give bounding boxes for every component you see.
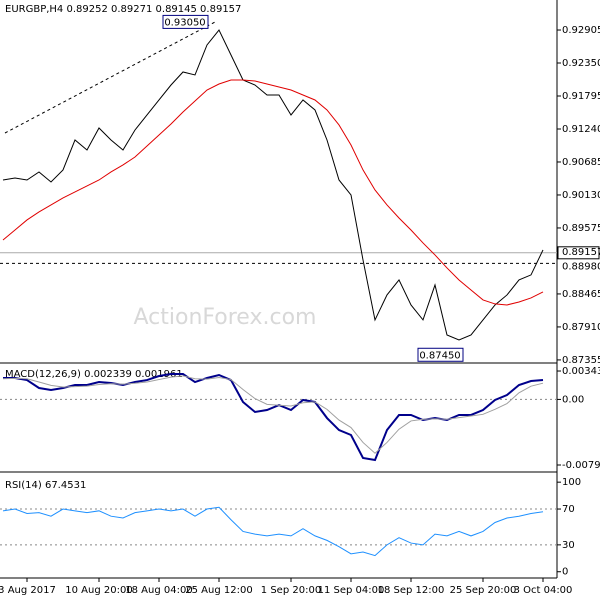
y-tick-label: 0.91240: [562, 124, 600, 135]
level-label: 0.89157: [562, 247, 600, 258]
y-tick-label: 0.89575: [562, 223, 600, 234]
y-tick-label: 0.00: [562, 394, 584, 405]
series-line: [2, 29, 544, 341]
annotation-label: 0.93050: [164, 17, 205, 28]
x-tick-label: 25 Sep 20:00: [450, 585, 517, 596]
y-tick-label: 0.92905: [562, 25, 600, 36]
x-tick-label: 1 Sep 20:00: [261, 585, 321, 596]
y-tick-label: 0.92350: [562, 58, 600, 69]
panel-title: MACD(12,26,9) 0.002339 0.001961: [5, 369, 183, 380]
level-label: 0.88980: [562, 261, 600, 272]
panel-title: RSI(14) 67.4531: [5, 480, 86, 491]
y-tick-label: 70: [562, 504, 575, 515]
annotation-box: [162, 14, 209, 29]
series-line: [3, 373, 544, 462]
level-label-box: [557, 246, 600, 260]
x-tick-label: 18 Sep 12:00: [378, 585, 445, 596]
series-line: [2, 506, 544, 557]
annotation-label: 0.87450: [419, 350, 460, 361]
x-tick-label: 11 Sep 04:00: [318, 585, 385, 596]
x-tick-label: 10 Aug 20:00: [65, 585, 132, 596]
x-tick-label: 3 Aug 2017: [0, 585, 56, 596]
y-tick-label: 30: [562, 540, 575, 551]
y-tick-label: -0.007925: [562, 460, 600, 471]
y-tick-label: 0.90130: [562, 190, 600, 201]
x-tick-label: 3 Oct 04:00: [514, 585, 573, 596]
y-tick-label: 100: [562, 477, 581, 488]
x-tick-label: 18 Aug 04:00: [125, 585, 192, 596]
annotation-box: [417, 347, 464, 362]
y-tick-label: 0.88465: [562, 289, 600, 300]
y-tick-label: 0.87355: [562, 355, 600, 366]
y-tick-label: 0: [562, 567, 568, 578]
y-tick-label: 0.003432: [562, 366, 600, 377]
x-tick-label: 25 Aug 12:00: [185, 585, 252, 596]
watermark: ActionForex.com: [134, 305, 317, 330]
panel-title: EURGBP,H4 0.89252 0.89271 0.89145 0.8915…: [5, 4, 241, 15]
y-tick-label: 0.87910: [562, 322, 600, 333]
y-tick-label: 0.90685: [562, 157, 600, 168]
series-line: [2, 79, 544, 306]
y-tick-label: 0.91795: [562, 91, 600, 102]
series-line: [2, 375, 544, 454]
